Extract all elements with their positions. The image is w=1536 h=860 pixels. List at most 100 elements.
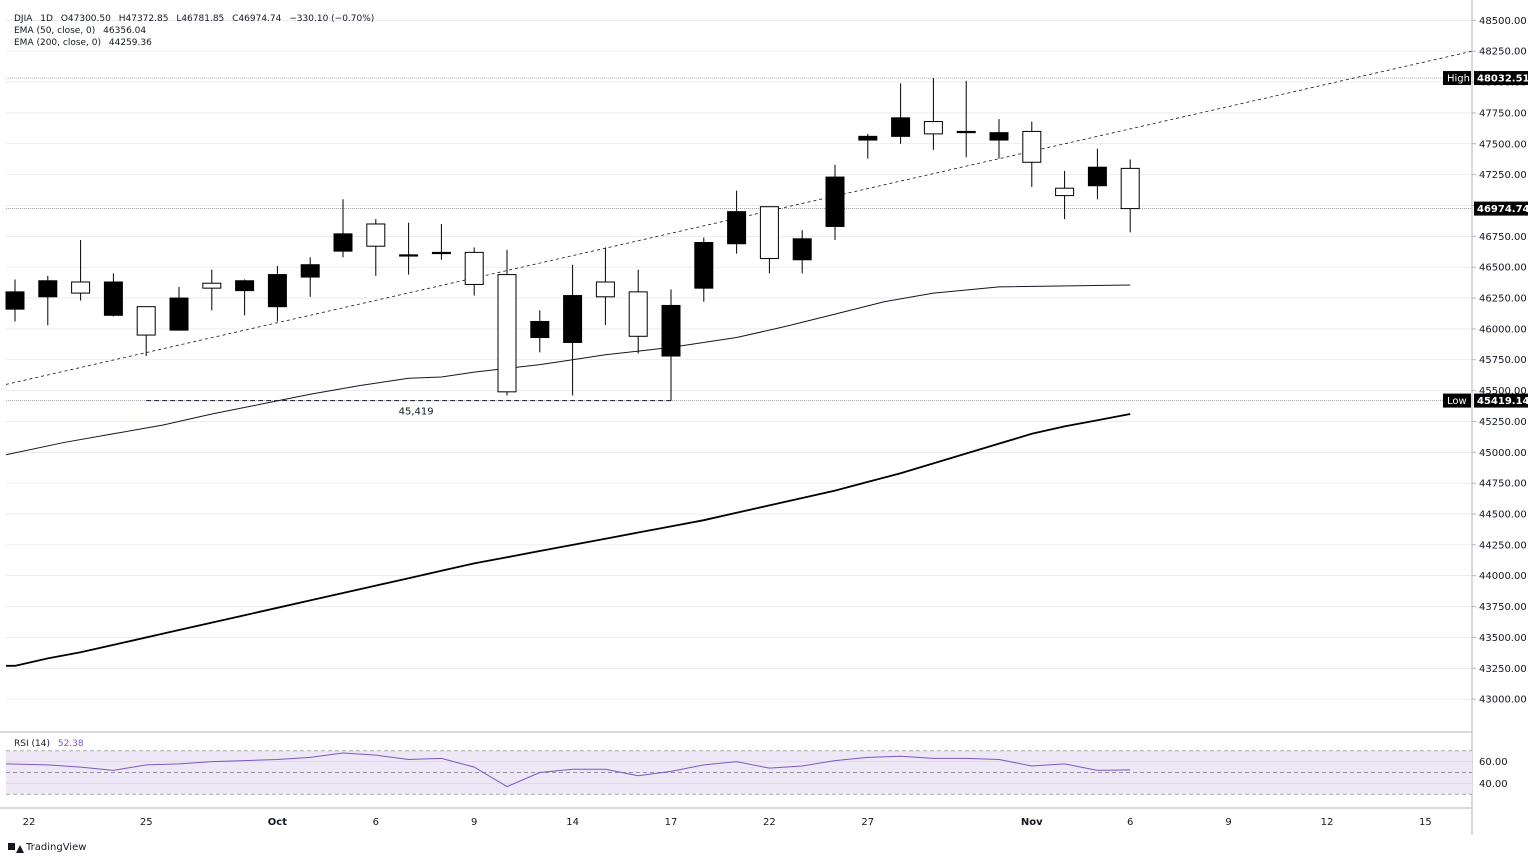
y-tick-label: 47500.00: [1479, 139, 1527, 150]
x-tick-label: 22: [763, 817, 776, 828]
y-tick-label: 46000.00: [1479, 324, 1527, 335]
legend-high: H47372.85: [118, 14, 169, 24]
y-tick-label: 44750.00: [1479, 479, 1527, 490]
y-tick-label: 43250.00: [1479, 664, 1527, 675]
low-price-value: 45419.14: [1477, 396, 1530, 407]
x-tick-label: 15: [1419, 817, 1432, 828]
candle-bear: [858, 135, 878, 141]
legend-interval: 1D: [40, 14, 53, 24]
candle-bear: [825, 176, 845, 227]
rsi-value: 52.38: [57, 739, 84, 749]
y-tick-label: 43000.00: [1479, 695, 1527, 706]
legend-symbol: DJIA: [14, 14, 33, 24]
last-price-value: 46974.74: [1477, 204, 1530, 215]
y-tick-label: 45000.00: [1479, 448, 1527, 459]
candle-bull: [1120, 167, 1140, 210]
rsi-line: [5, 752, 1131, 788]
y-tick-label: 45250.00: [1479, 417, 1527, 428]
candle-bull: [497, 274, 517, 393]
candle-bear: [399, 254, 419, 257]
candle-bear: [891, 117, 911, 137]
candle-bear: [530, 320, 550, 339]
candle-bear: [333, 233, 353, 252]
candle-bull: [923, 121, 943, 135]
ema50-label: EMA (50, close, 0): [14, 26, 96, 36]
candle-bear: [5, 291, 25, 310]
branding-name: TradingView: [26, 842, 87, 853]
tradingview-logo-icon: [8, 842, 24, 853]
rsi-label: RSI (14): [14, 739, 50, 749]
candle-bear: [956, 130, 976, 134]
x-tick-label: 27: [861, 817, 874, 828]
candle-bull: [628, 291, 648, 337]
y-tick-label: 44000.00: [1479, 571, 1527, 582]
rsi-tick-label: 40.00: [1479, 779, 1508, 790]
rsi-legend: RSI (14) 52.38: [14, 738, 89, 750]
candle-bear: [792, 238, 812, 261]
candle-bull: [366, 223, 386, 247]
candle-bull: [202, 282, 222, 289]
x-tick-label: 17: [665, 817, 678, 828]
candle-bull: [1022, 130, 1042, 163]
candle-bear: [661, 304, 681, 357]
y-tick-label: 43500.00: [1479, 633, 1527, 644]
x-tick-label: 9: [471, 817, 477, 828]
high-price-value: 48032.51: [1477, 74, 1530, 85]
y-tick-label: 46250.00: [1479, 294, 1527, 305]
x-tick-label: Nov: [1021, 817, 1043, 828]
candle-bear: [38, 280, 58, 298]
candle-bear: [431, 251, 451, 255]
ohlc-legend: DJIA 1D O47300.50 H47372.85 L46781.85 C4…: [14, 13, 379, 25]
y-tick-label: 44500.00: [1479, 510, 1527, 521]
candle-bull: [136, 306, 156, 336]
y-tick-label: 46500.00: [1479, 263, 1527, 274]
ema200-label: EMA (200, close, 0): [14, 38, 102, 48]
x-tick-label: 9: [1225, 817, 1231, 828]
x-tick-label: 14: [566, 817, 579, 828]
last-price-value-bg: [1474, 201, 1528, 216]
y-tick-label: 46750.00: [1479, 232, 1527, 243]
rsi-tick-label: 60.00: [1479, 757, 1508, 768]
legend-open: O47300.50: [60, 14, 111, 24]
low-price-tag: Low: [1447, 396, 1467, 407]
x-tick-label: 6: [373, 817, 379, 828]
candle-bear: [267, 274, 287, 308]
low-price-value-bg: [1474, 393, 1528, 408]
legend-close: C46974.74: [232, 14, 282, 24]
candle-bear: [1087, 166, 1107, 187]
y-tick-label: 48250.00: [1479, 47, 1527, 58]
x-tick-label: 22: [23, 817, 36, 828]
x-tick-label: 12: [1321, 817, 1334, 828]
candle-bull: [759, 206, 779, 260]
candle-bear: [300, 264, 320, 278]
high-price-value-bg: [1474, 71, 1528, 86]
low-price-tag-bg: [1443, 393, 1471, 408]
high-price-tag: High: [1447, 74, 1470, 85]
low-annotation: 45,419: [399, 407, 434, 418]
y-tick-label: 48500.00: [1479, 16, 1527, 27]
legend-change: −330.10 (−0.70%): [289, 14, 375, 24]
x-tick-label: 6: [1127, 817, 1133, 828]
x-tick-label: Oct: [268, 817, 287, 828]
tradingview-branding[interactable]: TradingView: [8, 842, 86, 853]
ema50-legend: EMA (50, close, 0) 46356.04: [14, 25, 151, 37]
y-tick-label: 45750.00: [1479, 355, 1527, 366]
candle-bull: [71, 281, 91, 294]
ema200-value: 44259.36: [108, 38, 152, 48]
high-price-tag-bg: [1443, 71, 1471, 86]
ema50-value: 46356.04: [103, 26, 147, 36]
candle-bull: [464, 251, 484, 285]
candle-bear: [563, 295, 583, 343]
ema200-line: [6, 413, 1131, 667]
x-tick-label: 25: [140, 817, 153, 828]
candle-bear: [103, 281, 123, 316]
y-tick-label: 47250.00: [1479, 170, 1527, 181]
candle-bear: [989, 132, 1009, 141]
candle-bull: [1055, 187, 1075, 197]
y-tick-label: 43750.00: [1479, 602, 1527, 613]
y-tick-label: 44250.00: [1479, 540, 1527, 551]
candle-bear: [235, 280, 255, 292]
candle-bear: [169, 297, 189, 331]
candle-bear: [727, 211, 747, 245]
